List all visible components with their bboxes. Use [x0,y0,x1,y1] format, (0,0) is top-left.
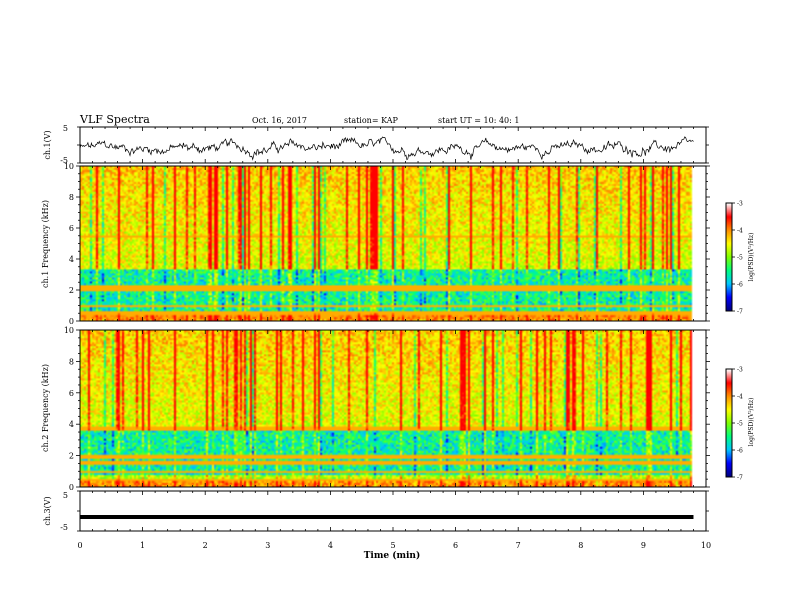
colorbar-tick-label: -4 [737,228,743,235]
colorbar-tick-label: -6 [737,448,743,455]
colorbar-tick-label: -6 [737,282,743,289]
x-tick-label: 8 [578,541,583,550]
spectrogram-ytick-label: 6 [69,389,74,398]
x-tick-label: 3 [265,541,270,550]
spectrogram-ytick-label: 2 [69,452,74,461]
colorbar-tick-label: -4 [737,394,743,401]
spectrogram-ytick-label: 6 [69,224,74,233]
figure-title: VLF Spectra [79,113,150,126]
spectrogram-ytick-label: 8 [69,357,74,366]
spectrogram-ytick-label: 4 [69,255,74,264]
spectrogram-ytick-label: 0 [69,483,74,492]
colorbar-tick-label: -7 [737,475,743,482]
ch1-waveform-line [79,136,694,161]
x-axis-label: Time (min) [364,550,421,561]
colorbar-tick-label: -3 [737,201,743,208]
ch1-ytick-top: 5 [63,124,68,133]
ch1-ytick-bottom: -5 [60,156,68,165]
ch1-waveform-panel: 5 -5 ch.1(V) [43,124,709,165]
date-label: Oct. 16, 2017 [252,116,307,125]
ch2-spectrogram-heatmap [80,330,706,487]
colorbar-tick-label: -3 [737,367,743,374]
ch3-ytick-top: 5 [63,491,68,500]
ch3-waveform-frame [79,490,707,532]
colorbar-tick-label: -7 [737,309,743,316]
ch3-ylabel: ch.3(V) [43,496,52,525]
ch3-waveform-panel: 5 -5 ch.3(V) 0 1 2 3 4 5 6 7 8 9 10 Time (min) [43,490,711,561]
x-tick-label: 7 [516,541,521,550]
ch1-colorbar-label: log(PSD)(V²/Hz) [748,233,755,282]
ch1-ylabel: ch.1(V) [43,130,52,159]
x-tick-label: 6 [453,541,458,550]
station-label: station= KAP [344,116,399,125]
ch2-colorbar-label: log(PSD)(V²/Hz) [748,398,755,447]
spectrogram-ytick-label: 8 [69,193,74,202]
x-tick-label: 1 [140,541,145,550]
ch2-colorbar [726,369,732,477]
spectrogram-ytick-label: 2 [69,286,74,295]
spectrogram-ytick-label: 10 [64,326,74,335]
ch1-colorbar [726,203,732,311]
x-tick-label: 9 [641,541,646,550]
spectrogram-ytick-label: 0 [69,317,74,326]
x-tick-label: 10 [701,541,711,550]
ch1-spectrogram-ylabel: ch.1 Frequency (kHz) [41,200,50,288]
colorbar-tick-label: -5 [737,255,743,262]
x-tick-label: 2 [203,541,208,550]
spectrogram-ytick-label: 4 [69,420,74,429]
start-time-label: start UT = 10: 40: 1 [438,116,519,125]
x-tick-label: 0 [77,541,82,550]
x-tick-label: 5 [390,541,395,550]
ch3-ytick-bottom: -5 [60,523,68,532]
colorbar-tick-label: -5 [737,421,743,428]
ch2-spectrogram-ylabel: ch.2 Frequency (kHz) [41,364,50,452]
spectrogram-ytick-label: 10 [64,162,74,171]
ch1-spectrogram-heatmap [80,166,706,321]
x-tick-label: 4 [328,541,333,550]
